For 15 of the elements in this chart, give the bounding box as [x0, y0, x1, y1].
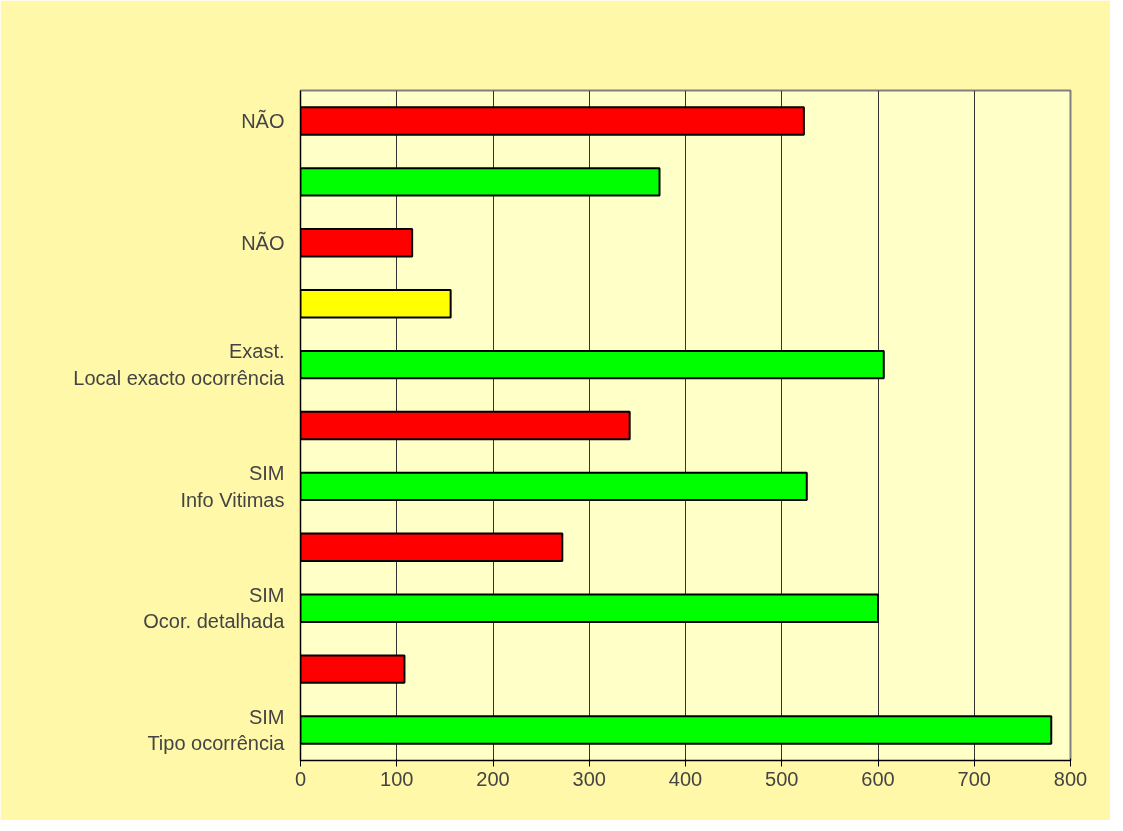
x-tick-label: 800	[1053, 767, 1088, 790]
x-tick-label: 100	[380, 767, 414, 790]
y-tick-label: Exast. Local exacto ocorrência	[73, 340, 286, 389]
x-tick-label: 400	[668, 767, 703, 790]
y-tick-label: SIM Info Vitimas	[180, 462, 285, 511]
y-tick-label: SIM Ocor. detalhada	[143, 584, 286, 633]
x-tick-label: 300	[572, 767, 606, 790]
x-tick-label: 500	[765, 767, 799, 790]
x-tick-label: 200	[476, 767, 510, 790]
y-tick-label: NÃO	[241, 230, 285, 254]
x-tick-label: 0	[294, 767, 307, 790]
x-tick-label: 600	[861, 767, 895, 790]
x-tick-label: 700	[957, 767, 991, 790]
y-tick-label: SIM Tipo ocorrência	[147, 705, 286, 755]
y-tick-label: NÃO	[241, 108, 285, 132]
